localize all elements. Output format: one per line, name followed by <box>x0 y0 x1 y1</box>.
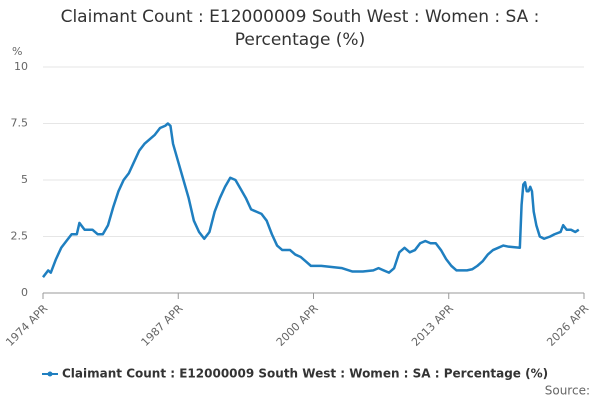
x-tick-label: 2013 APR <box>409 302 456 349</box>
x-tick-label: 2026 APR <box>544 302 591 349</box>
chart-title: Claimant Count : E12000009 South West : … <box>60 7 540 50</box>
x-tick-label: 1987 APR <box>139 302 186 349</box>
y-tick-label: 7.5 <box>11 117 29 130</box>
x-tick-label: 1974 APR <box>3 302 50 349</box>
legend-marker <box>47 371 53 377</box>
y-tick-label: 2.5 <box>11 230 29 243</box>
source: Source: <box>545 384 590 398</box>
y-tick-label: 10 <box>14 60 28 73</box>
x-tick-label: 2000 APR <box>274 302 321 349</box>
y-tick-label: 0 <box>21 286 28 299</box>
y-axis-label: % <box>12 45 22 58</box>
y-tick-label: 5 <box>21 173 28 186</box>
data-line <box>42 122 580 278</box>
legend-label: Claimant Count : E12000009 South West : … <box>62 367 548 381</box>
